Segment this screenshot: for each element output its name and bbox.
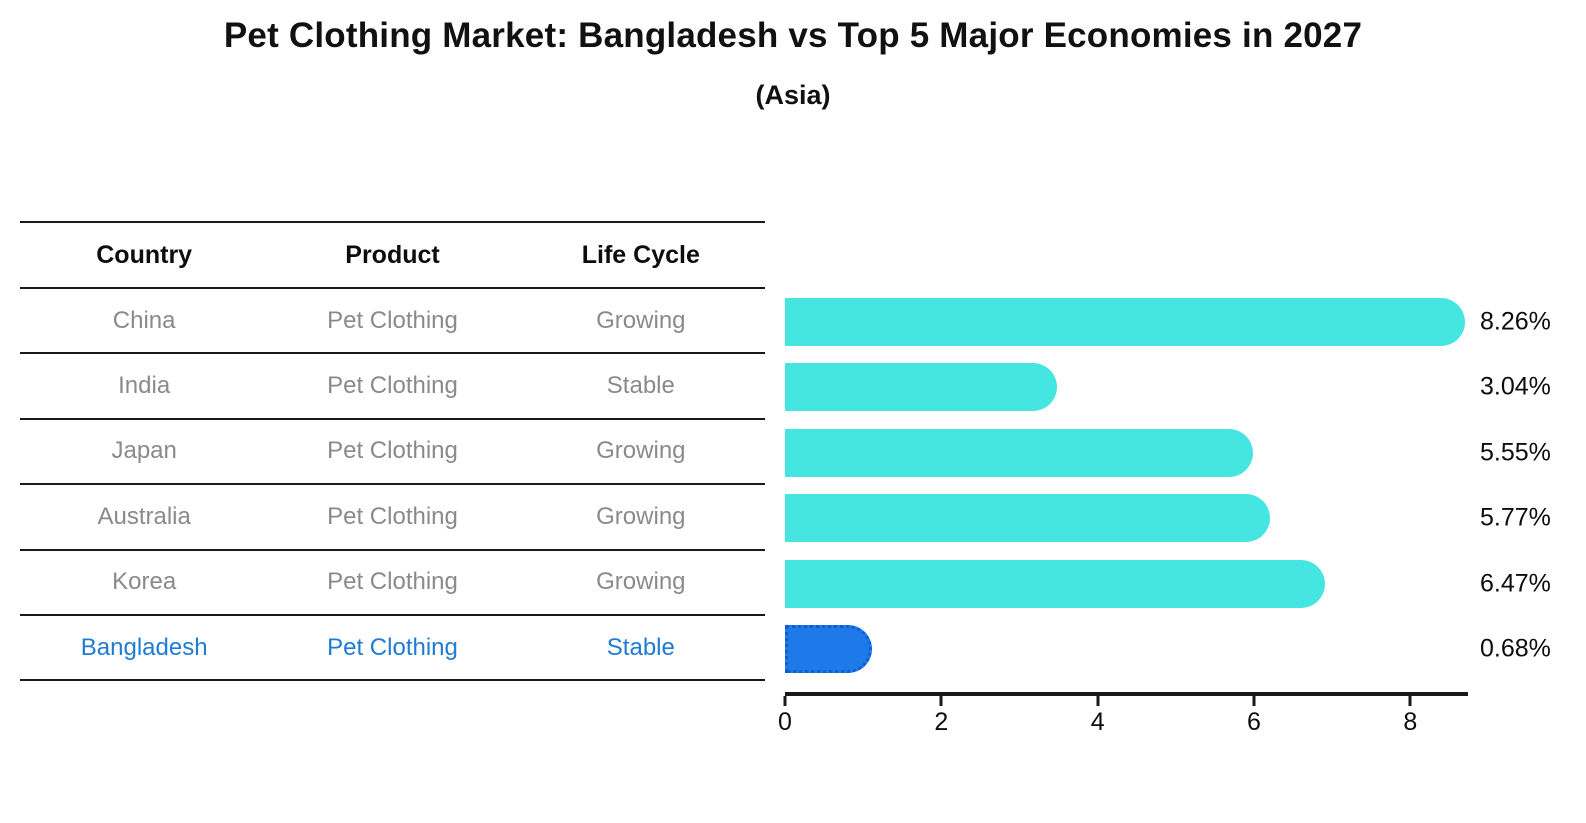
cell-life_cycle: Growing [596, 502, 686, 530]
cell-country: Bangladesh [80, 633, 208, 661]
cell-country: Korea [112, 568, 177, 596]
bar-bangladesh[interactable] [785, 625, 873, 674]
bar-row-india: 3.04% [785, 355, 1551, 421]
bar-row-japan: 5.55% [785, 420, 1551, 486]
cell-life_cycle: Growing [596, 568, 686, 596]
column-header-product: Product [345, 240, 440, 269]
cell-country: India [118, 372, 171, 400]
x-axis: 0 2 4 6 8 [778, 692, 1468, 736]
country-table: Country Product Life Cycle China Pet Clothi… [20, 221, 765, 681]
x-tick-label-4: 4 [1090, 708, 1105, 736]
x-tick-4: 4 [1091, 696, 1105, 736]
cell-product: Pet Clothing [327, 568, 458, 596]
cell-product: Pet Clothing [327, 437, 458, 465]
x-tick-6: 6 [1247, 696, 1261, 736]
cell-product: Pet Clothing [327, 306, 458, 334]
value-label-korea: 6.47% [1480, 569, 1551, 598]
table-row-korea: Korea Pet Clothing Growing [20, 550, 765, 615]
value-label-bangladesh: 0.68% [1480, 634, 1551, 663]
table-row-bangladesh: Bangladesh Pet Clothing Stable [20, 615, 765, 681]
bar-row-china: 8.26% [785, 289, 1551, 355]
cell-life_cycle: Growing [596, 306, 686, 334]
column-header-country: Country [96, 240, 193, 269]
cell-product: Pet Clothing [327, 372, 458, 400]
value-label-china: 8.26% [1480, 307, 1551, 336]
table-header-row: Country Product Life Cycle [20, 222, 765, 288]
bar-india[interactable] [785, 363, 1057, 412]
x-tick-0: 0 [778, 696, 792, 736]
x-tick-8: 8 [1403, 696, 1417, 736]
chart-title: Pet Clothing Market: Bangladesh vs Top 5… [223, 16, 1363, 55]
value-label-australia: 5.77% [1480, 503, 1551, 532]
bar-chart: 8.26% 3.04% 5.55% 5.77% 6.47% 0.68% [785, 289, 1551, 683]
cell-product: Pet Clothing [327, 502, 458, 530]
bar-row-korea: 6.47% [785, 551, 1551, 617]
x-tick-2: 2 [934, 696, 948, 736]
cell-country: China [112, 306, 176, 334]
x-tick-label-8: 8 [1403, 708, 1418, 736]
cell-product: Pet Clothing [327, 633, 458, 661]
cell-life_cycle: Stable [606, 633, 675, 661]
bar-japan[interactable] [785, 428, 1253, 477]
chart-subtitle: (Asia) [755, 80, 831, 110]
bar-china[interactable] [785, 297, 1465, 346]
bar-row-bangladesh: 0.68% [785, 617, 1551, 683]
value-label-india: 3.04% [1480, 372, 1551, 401]
cell-life_cycle: Growing [596, 437, 686, 465]
cell-country: Australia [97, 502, 191, 530]
x-tick-label-2: 2 [934, 708, 949, 736]
table-row-japan: Japan Pet Clothing Growing [20, 419, 765, 485]
table-row-india: India Pet Clothing Stable [20, 353, 765, 419]
column-header-life-cycle: Life Cycle [581, 240, 700, 269]
cell-life_cycle: Stable [606, 372, 675, 400]
bar-korea[interactable] [785, 559, 1325, 608]
table-row-australia: Australia Pet Clothing Growing [20, 484, 765, 550]
table-row-china: China Pet Clothing Growing [20, 288, 765, 354]
value-label-japan: 5.55% [1480, 438, 1551, 467]
x-tick-label-6: 6 [1247, 708, 1261, 736]
bar-australia[interactable] [785, 494, 1270, 543]
x-tick-label-0: 0 [778, 708, 792, 736]
bar-row-australia: 5.77% [785, 486, 1551, 552]
cell-country: Japan [111, 437, 177, 465]
